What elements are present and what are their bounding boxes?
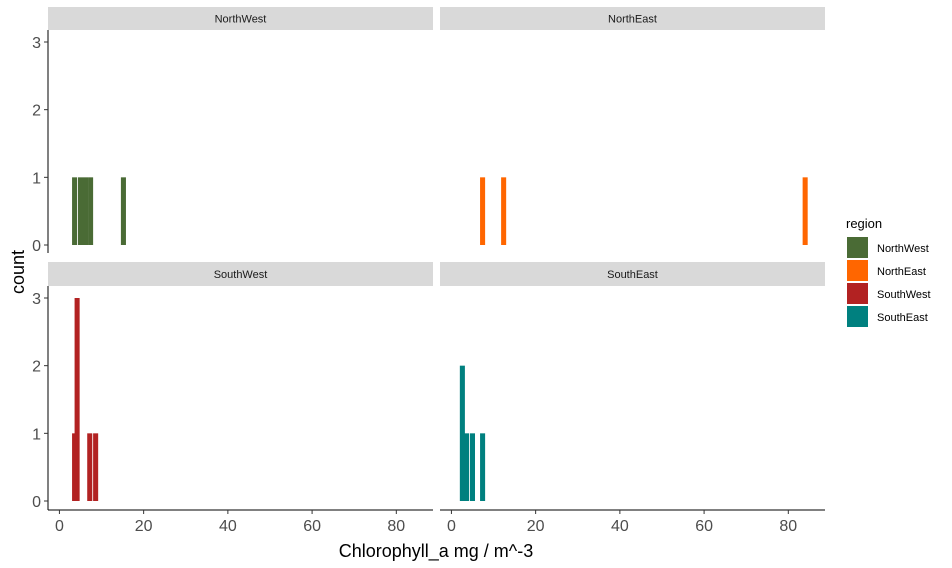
x-tick-label: 80 xyxy=(779,518,797,535)
y-tick-label: 2 xyxy=(32,359,41,376)
x-tick-label: 60 xyxy=(303,518,321,535)
facet-strip-label: SouthEast xyxy=(607,269,658,281)
x-tick-label: 60 xyxy=(695,518,713,535)
facet-strip-label: NorthEast xyxy=(608,14,657,26)
histogram-bar xyxy=(72,177,78,245)
facet-southeast: SouthEast 0 20 40 60 80 xyxy=(440,262,825,535)
histogram-bar xyxy=(88,177,94,245)
legend-swatch xyxy=(847,306,868,327)
legend-swatch xyxy=(847,260,868,281)
facet-strip-label: SouthWest xyxy=(214,269,268,281)
histogram-bar xyxy=(480,433,486,501)
facet-southwest: SouthWest 0 1 2 3 0 20 40 60 80 xyxy=(32,262,433,535)
facet-strip xyxy=(48,262,433,286)
histogram-bar xyxy=(480,177,486,245)
legend-label: NorthWest xyxy=(877,243,929,255)
y-tick-label: 1 xyxy=(32,170,41,187)
x-tick-label: 0 xyxy=(447,518,456,535)
x-tick-label: 0 xyxy=(55,518,64,535)
histogram-bar xyxy=(469,433,476,501)
facet-northeast: NorthEast xyxy=(440,7,825,245)
x-tick-label: 40 xyxy=(219,518,237,535)
legend-label: SouthWest xyxy=(877,289,931,301)
legend-item-southwest: SouthWest xyxy=(847,283,931,304)
legend-title: region xyxy=(846,216,882,231)
histogram-bar xyxy=(802,177,808,245)
y-tick-label: 2 xyxy=(32,103,41,120)
histogram-bar xyxy=(74,298,80,501)
facet-panels: NorthWest 0 1 2 3 NorthEast SouthWest 0 1 2 3 0 20 40… xyxy=(32,7,825,535)
y-tick-label: 3 xyxy=(32,291,41,308)
x-tick-label: 20 xyxy=(527,518,545,535)
facet-strip xyxy=(440,262,825,286)
x-tick-label: 20 xyxy=(135,518,153,535)
y-tick-label: 3 xyxy=(32,35,41,52)
legend-item-southeast: SouthEast xyxy=(847,306,928,327)
y-axis-title: count xyxy=(8,250,28,294)
histogram-bar xyxy=(464,433,470,501)
histogram-bar xyxy=(83,177,89,245)
legend-item-northeast: NorthEast xyxy=(847,260,926,281)
legend: region NorthWest NorthEast SouthWest SouthEa… xyxy=(846,216,931,327)
histogram-bar xyxy=(93,433,99,501)
facet-strip-label: NorthWest xyxy=(215,14,267,26)
y-tick-label: 0 xyxy=(32,238,41,255)
x-tick-label: 40 xyxy=(611,518,629,535)
legend-label: NorthEast xyxy=(877,266,926,278)
histogram-bar xyxy=(77,177,84,245)
x-tick-label: 80 xyxy=(387,518,405,535)
y-tick-label: 1 xyxy=(32,426,41,443)
x-axis-title: Chlorophyll_a mg / m^-3 xyxy=(339,541,534,562)
legend-swatch xyxy=(847,283,868,304)
histogram-bar xyxy=(87,433,93,501)
histogram-bar xyxy=(459,365,465,501)
y-tick-label: 0 xyxy=(32,494,41,511)
histogram-bar xyxy=(501,177,507,245)
facet-northwest: NorthWest 0 1 2 3 xyxy=(32,7,433,255)
legend-item-northwest: NorthWest xyxy=(847,237,929,258)
facet-strip xyxy=(48,7,433,30)
legend-label: SouthEast xyxy=(877,312,928,324)
histogram-bar xyxy=(120,177,126,245)
facet-strip xyxy=(440,7,825,30)
legend-swatch xyxy=(847,237,868,258)
